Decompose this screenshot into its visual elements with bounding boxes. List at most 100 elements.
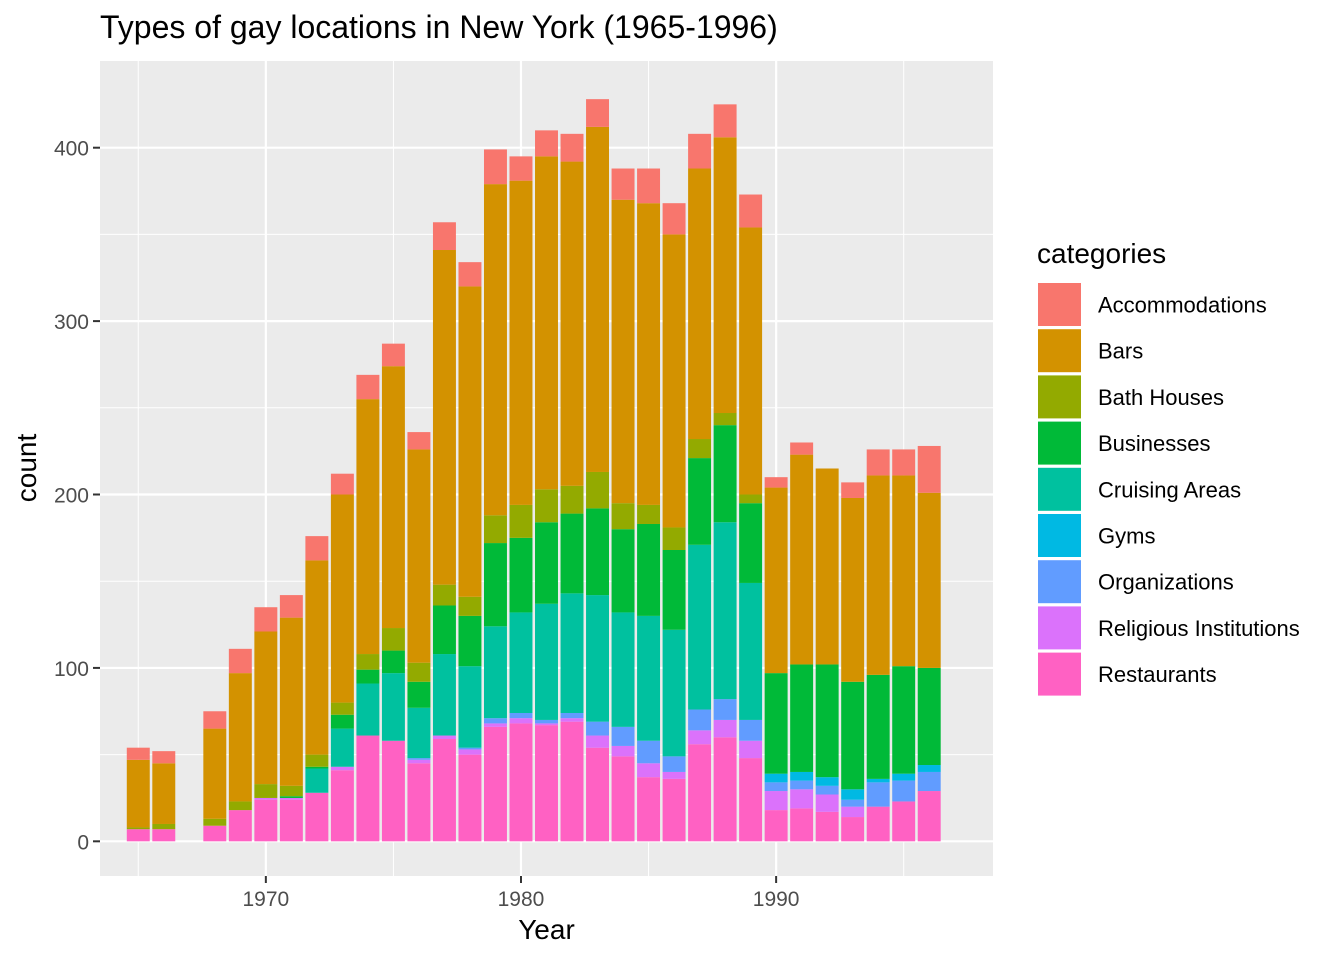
bar-segment-restaurants-1993: [841, 817, 865, 842]
y-tick-label: 0: [77, 831, 89, 854]
bar-segment-religious-institutions-1982: [560, 718, 584, 722]
legend-key-accommodations: [1038, 283, 1081, 326]
bar-segment-cruising-areas-1984: [611, 612, 635, 727]
bar-segment-restaurants-1988: [713, 737, 737, 842]
bar-segment-restaurants-1996: [917, 791, 941, 842]
bar-segment-bars-1973: [330, 494, 354, 703]
bar-segment-organizations-1993: [841, 799, 865, 807]
bar-segment-bath-houses-1976: [407, 662, 431, 682]
bar-segment-organizations-1976: [407, 758, 431, 760]
bar-segment-restaurants-1990: [764, 810, 788, 842]
bar-segment-bath-houses-1969: [228, 801, 252, 811]
bar-segment-religious-institutions-1987: [688, 730, 712, 745]
bar-segment-bars-1990: [764, 487, 788, 674]
bar-segment-restaurants-1992: [815, 811, 839, 842]
bar-segment-accommodations-1973: [330, 473, 354, 495]
bar-segment-cruising-areas-1978: [458, 666, 482, 748]
legend-label-religious-institutions: Religious Institutions: [1098, 616, 1300, 641]
bar-segment-bars-1981: [535, 156, 558, 490]
bar-segment-restaurants-1974: [356, 735, 380, 842]
bar-segment-organizations-1988: [713, 699, 737, 720]
bar-segment-bath-houses-1983: [586, 471, 610, 509]
bar-segment-bars-1965: [126, 759, 150, 828]
bar-segment-businesses-1975: [381, 650, 405, 674]
bar-segment-cruising-areas-1976: [407, 707, 431, 759]
bar-segment-businesses-1996: [917, 667, 941, 766]
bar-segment-organizations-1979: [483, 718, 507, 724]
bar-segment-cruising-areas-1989: [739, 582, 763, 720]
bar-segment-restaurants-1989: [739, 758, 763, 842]
legend-label-businesses: Businesses: [1098, 431, 1211, 456]
bar-segment-organizations-1980: [509, 713, 533, 719]
bar-segment-organizations-1995: [892, 780, 916, 802]
bar-segment-cruising-areas-1974: [356, 683, 380, 736]
bar-segment-cruising-areas-1980: [509, 612, 533, 713]
bar-segment-bars-1968: [203, 728, 227, 819]
bar-segment-businesses-1976: [407, 681, 431, 708]
bar-segment-organizations-1986: [662, 756, 686, 772]
bar-segment-restaurants-1968: [203, 825, 227, 842]
bar-segment-restaurants-1972: [305, 792, 329, 842]
bar-segment-cruising-areas-1988: [713, 522, 737, 700]
bar-segment-businesses-1983: [586, 508, 610, 596]
bar-segment-religious-institutions-1970: [254, 797, 278, 800]
bar-segment-gyms-1994: [866, 778, 890, 783]
bar-segment-bath-houses-1970: [254, 784, 278, 798]
bar-segment-accommodations-1985: [637, 168, 661, 204]
bar-segment-businesses-1990: [764, 673, 788, 774]
bar-segment-religious-institutions-1971: [279, 797, 303, 800]
bar-segment-religious-institutions-1989: [739, 740, 763, 759]
bar-segment-bars-1976: [407, 449, 431, 663]
legend-label-organizations: Organizations: [1098, 570, 1234, 595]
bar-segment-businesses-1980: [509, 537, 533, 613]
bar-segment-businesses-1991: [790, 664, 814, 772]
bar-segment-accommodations-1984: [611, 168, 635, 200]
legend-label-gyms: Gyms: [1098, 524, 1155, 549]
bar-segment-accommodations-1986: [662, 203, 686, 235]
bar-segment-restaurants-1965: [126, 829, 150, 842]
bar-segment-religious-institutions-1984: [611, 745, 635, 757]
bar-segment-accommodations-1991: [790, 442, 814, 455]
bar-segment-restaurants-1980: [509, 723, 533, 842]
bar-segment-cruising-areas-1975: [381, 673, 405, 741]
bar-segment-restaurants-1975: [381, 740, 405, 842]
legend-key-bars: [1038, 329, 1081, 373]
bar-segment-bath-houses-1974: [356, 654, 380, 670]
bar-segment-restaurants-1994: [866, 806, 890, 842]
bar-segment-cruising-areas-1982: [560, 593, 584, 713]
bar-segment-bars-1980: [509, 180, 533, 505]
bar-segment-cruising-areas-1987: [688, 544, 712, 710]
bar-segment-restaurants-1986: [662, 778, 686, 842]
bar-segment-bath-houses-1978: [458, 596, 482, 616]
x-tick-label: 1970: [242, 888, 289, 911]
bar-segment-gyms-1995: [892, 773, 916, 781]
bar-segment-bath-houses-1980: [509, 504, 533, 538]
bar-segment-accommodations-1976: [407, 432, 431, 450]
bar-segment-restaurants-1981: [535, 725, 558, 842]
bar-segment-organizations-1984: [611, 726, 635, 746]
bar-segment-organizations-1996: [917, 771, 941, 792]
bar-segment-bars-1995: [892, 475, 916, 667]
legend: categories Accommodations Bars Bath Houses…: [1037, 238, 1300, 696]
bar-segment-bath-houses-1987: [688, 439, 712, 459]
bar-segment-bath-houses-1975: [381, 628, 405, 651]
bar-segment-accommodations-1978: [458, 262, 482, 287]
bar-segment-restaurants-1979: [483, 726, 507, 842]
bar-segment-businesses-1989: [739, 503, 763, 583]
bar-segment-religious-institutions-1976: [407, 759, 431, 764]
bar-segment-bars-1978: [458, 286, 482, 597]
legend-label-restaurants: Restaurants: [1098, 662, 1217, 687]
y-axis-label: count: [11, 434, 42, 503]
bar-segment-accommodations-1987: [688, 133, 712, 169]
bar-segment-restaurants-1969: [228, 810, 252, 842]
bar-segment-accommodations-1988: [713, 104, 737, 138]
bar-segment-bars-1974: [356, 399, 380, 655]
bar-segment-businesses-1977: [432, 605, 456, 655]
bar-segment-bars-1971: [279, 617, 303, 786]
bar-segment-restaurants-1995: [892, 801, 916, 842]
bar-segment-bars-1983: [586, 126, 610, 472]
legend-key-organizations: [1038, 560, 1081, 604]
bar-segment-businesses-1994: [866, 674, 890, 779]
bar-segment-bath-houses-1984: [611, 503, 635, 530]
